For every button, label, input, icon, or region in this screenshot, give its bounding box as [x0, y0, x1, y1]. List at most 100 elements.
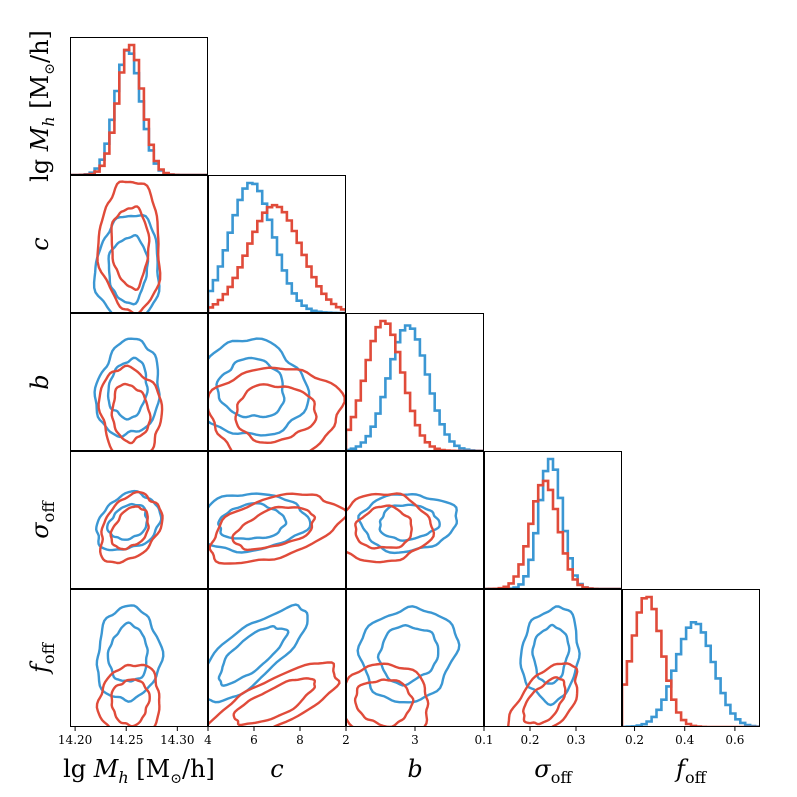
contour-series-a-1sigma [378, 503, 441, 542]
panel-frame [484, 451, 622, 589]
panel-frame [70, 589, 208, 727]
contour-series-a-2sigma [93, 337, 161, 439]
panel-b-vs-b [346, 313, 484, 451]
panel-sigma_off-vs-sigma_off [484, 451, 622, 589]
label-prefix: lg [26, 151, 54, 182]
label-subscript: off [551, 768, 574, 787]
panel-b-vs-lgMh [70, 313, 208, 451]
contour-series-b-2sigma [346, 492, 436, 564]
x-tick-label: 0.6 [725, 733, 744, 747]
panel-frame [484, 589, 622, 727]
histogram-series-b [622, 595, 760, 727]
label-subscript: off [39, 641, 58, 664]
label-variable: σ [534, 755, 551, 783]
panel-frame [346, 451, 484, 589]
label-units: [M [129, 755, 171, 783]
histogram-series-a [484, 457, 622, 589]
x-tick-label: 14.25 [109, 733, 143, 747]
panel-frame [208, 589, 346, 727]
axis-label-lgMh: lg Mh [M⊙/h] [63, 755, 215, 787]
label-units-end: /h] [182, 755, 215, 783]
contour-series-b-1sigma [354, 504, 413, 550]
contour-series-a-1sigma [107, 234, 150, 306]
panel-frame [70, 451, 208, 589]
panel-content [622, 595, 760, 727]
contour-series-a-2sigma [356, 605, 461, 704]
histogram-series-a [346, 324, 484, 451]
panel-frame [622, 589, 760, 727]
label-variable: M [93, 755, 120, 783]
label-units: [M [26, 75, 54, 117]
contour-series-b-1sigma [231, 505, 317, 552]
axis-label-lgMh: lg Mh [M⊙/h] [26, 30, 58, 182]
panel-frame [208, 451, 346, 589]
panel-content [95, 604, 165, 727]
panel-content [507, 605, 581, 727]
contour-series-b-1sigma [522, 676, 567, 726]
panel-content [346, 319, 484, 451]
contour-series-b-2sigma [97, 364, 164, 451]
label-variable: c [270, 755, 283, 783]
contour-series-b-2sigma [99, 490, 164, 565]
x-tick-label: 4 [204, 733, 212, 747]
contour-series-a-1sigma [376, 624, 440, 687]
panel-frame [70, 313, 208, 451]
label-units-end: /h] [26, 30, 54, 63]
label-prefix: lg [63, 755, 94, 783]
contour-series-b-2sigma [208, 366, 346, 451]
x-tick-label: 0.2 [520, 733, 539, 747]
x-tick-label: 0.4 [675, 733, 694, 747]
x-tick-label: 3 [411, 733, 419, 747]
axis-label-sigma_off: σoff [534, 755, 573, 787]
contour-series-b-2sigma [95, 663, 161, 727]
axis-label-f_off: foff [26, 641, 58, 675]
x-axis-labels: 14.20 14.25 14.30 4 6 8 2 3 0.1 0.2 0.3 0.2 0.4 0.6 lg… [58, 727, 744, 787]
x-tick-label: 0.3 [566, 733, 585, 747]
contour-series-a-2sigma [92, 214, 161, 313]
contour-series-a-1sigma [217, 502, 288, 541]
contour-series-a-1sigma [217, 625, 290, 687]
panel-frame [208, 175, 346, 313]
contour-series-b-1sigma [353, 678, 415, 727]
contour-series-a-2sigma [357, 493, 458, 555]
contour-series-b-1sigma [109, 505, 150, 551]
label-units-sun: ⊙ [170, 771, 182, 787]
panel-content [346, 605, 461, 727]
panel-content [346, 492, 458, 564]
axis-label-sigma_off: σoff [26, 500, 58, 539]
label-subscript: h [118, 768, 128, 787]
contour-series-b-2sigma [208, 492, 346, 565]
panel-content [93, 337, 164, 451]
panel-f_off-vs-lgMh [70, 589, 208, 727]
contour-series-a-2sigma [519, 605, 581, 707]
panel-frame [346, 589, 484, 727]
panel-lgMh-vs-lgMh [70, 37, 208, 175]
contour-series-b-1sigma [110, 205, 151, 291]
x-tick-label: 8 [296, 733, 304, 747]
x-tick-label: 0.1 [474, 733, 493, 747]
panel-frame [346, 313, 484, 451]
panel-f_off-vs-b [346, 589, 484, 727]
panel-b-vs-c [208, 313, 346, 451]
panel-content [95, 489, 164, 565]
x-tick-label: 14.30 [160, 733, 194, 747]
panel-content [92, 180, 162, 313]
label-subscript: off [39, 500, 58, 523]
axis-label-b: b [407, 755, 422, 783]
panel-f_off-vs-f_off [622, 589, 760, 727]
panel-grid [70, 37, 760, 727]
contour-series-b-1sigma [110, 678, 151, 727]
contour-series-a-2sigma [95, 604, 165, 703]
axis-label-b: b [26, 374, 54, 389]
histogram-series-b [484, 479, 622, 589]
contour-series-b-1sigma [232, 677, 316, 727]
contour-series-b-2sigma [208, 661, 341, 727]
x-tick-label: 14.20 [58, 733, 92, 747]
label-variable: σ [26, 522, 54, 539]
histogram-series-a [622, 621, 760, 727]
panel-frame [70, 175, 208, 313]
panel-c-vs-c [208, 175, 346, 313]
axis-label-c: c [26, 237, 54, 250]
panel-content [484, 457, 622, 589]
